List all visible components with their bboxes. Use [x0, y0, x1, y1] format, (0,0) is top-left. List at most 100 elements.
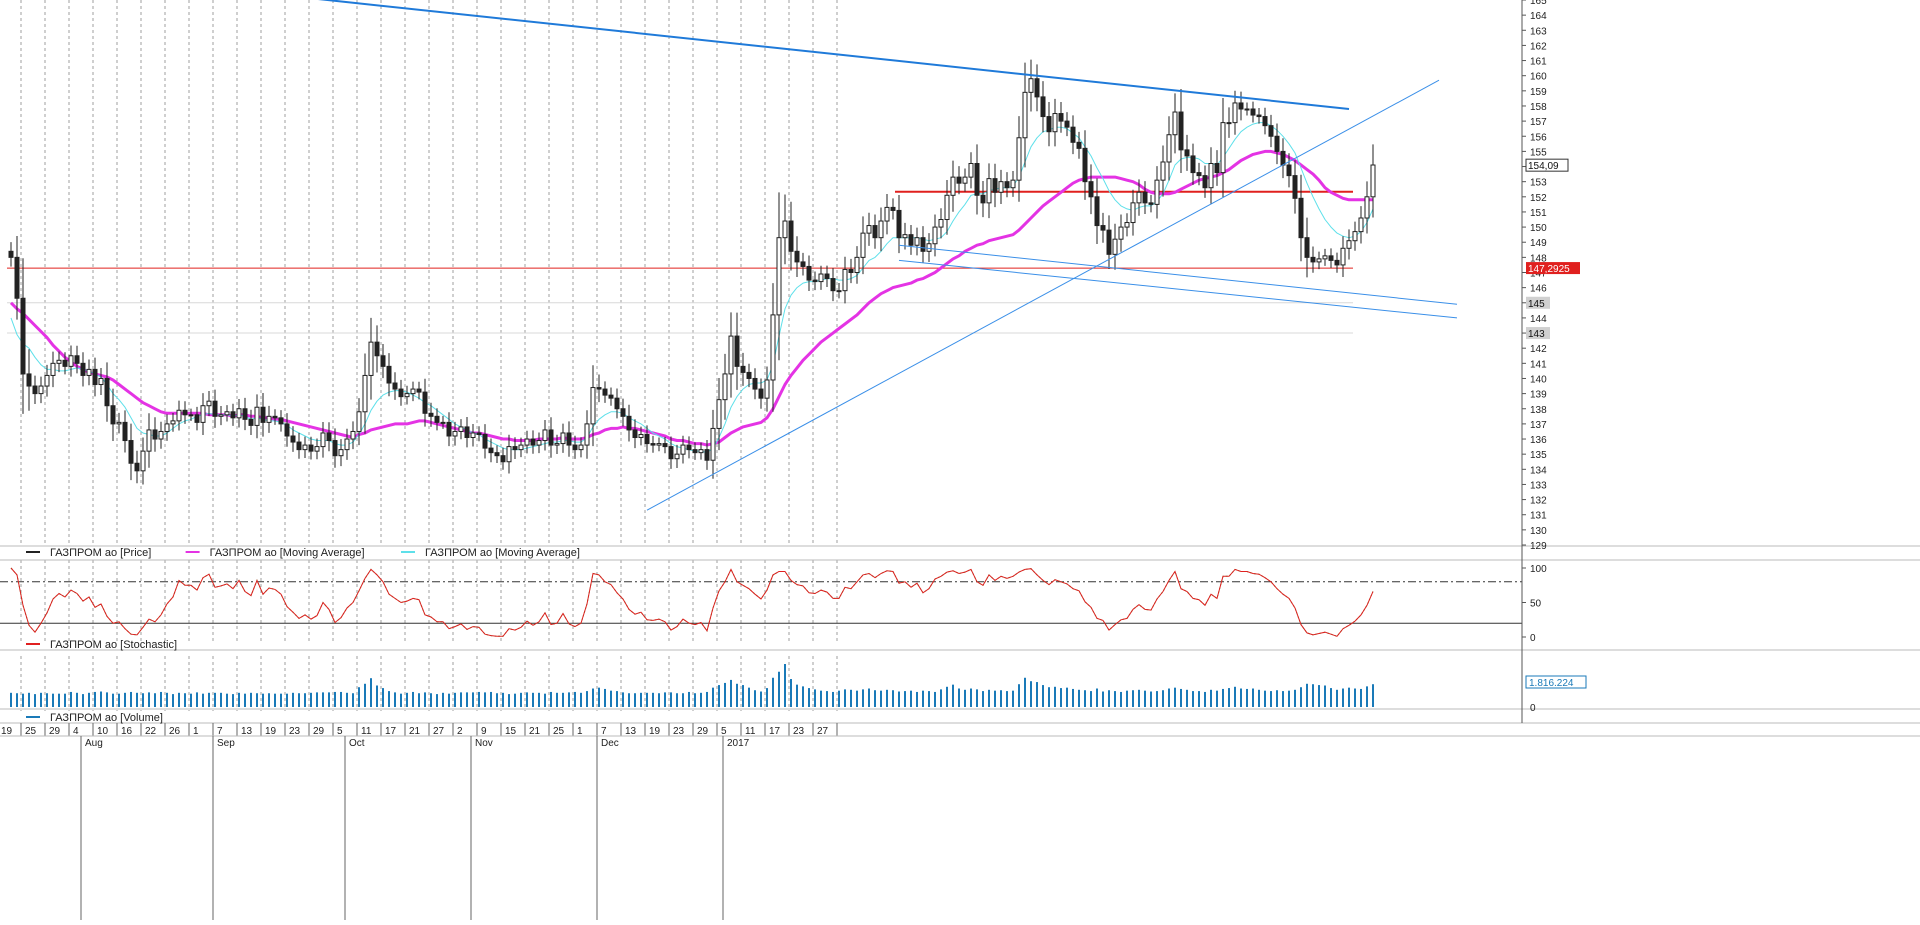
candle-body [164, 423, 170, 432]
volume-bar [898, 691, 900, 707]
candle [1346, 229, 1352, 260]
candle-body [1094, 196, 1100, 227]
candle-body [722, 373, 728, 401]
candle [818, 265, 824, 290]
x-day-label: 17 [769, 726, 781, 737]
volume-bar [484, 692, 486, 707]
volume-bar [340, 691, 342, 707]
x-day-label: 5 [337, 726, 343, 737]
candle [86, 359, 92, 386]
candle [368, 317, 374, 400]
volume-bar [916, 691, 918, 707]
candle-body [254, 406, 260, 426]
y-tick-label: 141 [1530, 359, 1547, 370]
candle-body [620, 408, 626, 417]
candle [860, 216, 866, 275]
candle-body [710, 427, 716, 461]
candle-body [152, 429, 158, 440]
price-tag-label: 143 [1528, 329, 1545, 340]
candle [1124, 213, 1130, 237]
candle [656, 437, 662, 452]
x-day-label: 26 [169, 726, 181, 737]
volume-tag [1525, 675, 1587, 689]
candle [1328, 248, 1334, 268]
candle [884, 194, 890, 235]
candle-body [200, 405, 206, 423]
candle [974, 144, 980, 215]
candle [164, 414, 170, 441]
candle-body [248, 418, 254, 426]
candle-body [1154, 179, 1160, 205]
volume-bar [688, 691, 690, 707]
candle-body [650, 443, 656, 446]
volume-bar [76, 692, 78, 707]
candle [662, 436, 668, 454]
volume-bar [1030, 681, 1032, 707]
candle-body [98, 377, 104, 386]
candle [416, 381, 422, 400]
volume-bar [946, 686, 948, 707]
candle-body [1238, 102, 1244, 110]
volume-bar [958, 688, 960, 707]
volume-bar [1186, 689, 1188, 707]
candle-body [1136, 191, 1142, 204]
volume-bar [292, 692, 294, 707]
y-tick-label: 148 [1530, 253, 1547, 264]
candle-body [176, 409, 182, 422]
x-day-label: 17 [385, 726, 397, 737]
candle [686, 436, 692, 459]
candle-body [464, 426, 470, 439]
trend-line [646, 79, 1440, 511]
candle [452, 421, 458, 446]
candle-body [812, 279, 818, 283]
volume-bar [922, 690, 924, 707]
candle [104, 362, 110, 422]
volume-bar [1126, 690, 1128, 707]
candle-body [638, 433, 644, 439]
candle-body [38, 385, 44, 395]
volume-bar [796, 684, 798, 707]
volume-bar [166, 692, 168, 707]
candle [350, 421, 356, 450]
candle-body [680, 444, 686, 455]
candle [578, 437, 584, 458]
volume-bar [760, 691, 762, 707]
volume-bar [1048, 687, 1050, 707]
candle-body [974, 163, 980, 196]
y-tick-label: 150 [1530, 223, 1547, 234]
volume-bar [1300, 687, 1302, 707]
volume-bar [436, 694, 438, 707]
candle [800, 252, 806, 276]
volume-bar [1054, 686, 1056, 707]
volume-bar [244, 693, 246, 707]
candle-body [1286, 164, 1292, 177]
volume-bar [46, 693, 48, 707]
candle-body [1166, 134, 1172, 163]
volume-bar [460, 692, 462, 707]
volume-bar [82, 694, 84, 707]
volume-bar [1060, 688, 1062, 707]
candle-body [20, 297, 26, 375]
candle [1094, 178, 1100, 244]
candle [902, 222, 908, 250]
candle [332, 428, 338, 468]
y-tick-label: 164 [1530, 11, 1547, 22]
stochastic-line [10, 567, 1374, 637]
candle-body [962, 176, 968, 184]
candle-body [824, 273, 830, 280]
volume-bar [874, 690, 876, 707]
candle [428, 402, 434, 427]
candle [950, 160, 956, 212]
candle [440, 415, 446, 429]
volume-bar [1132, 690, 1134, 707]
volume-bar [1108, 690, 1110, 707]
price-tag [1526, 262, 1580, 275]
price-tag-label: 147,2925 [1528, 264, 1570, 275]
candle [572, 435, 578, 459]
y-tick-label: 159 [1530, 87, 1547, 98]
candle [1184, 134, 1190, 171]
candle-body [182, 409, 188, 416]
volume-bar [862, 689, 864, 707]
candle [170, 412, 176, 432]
